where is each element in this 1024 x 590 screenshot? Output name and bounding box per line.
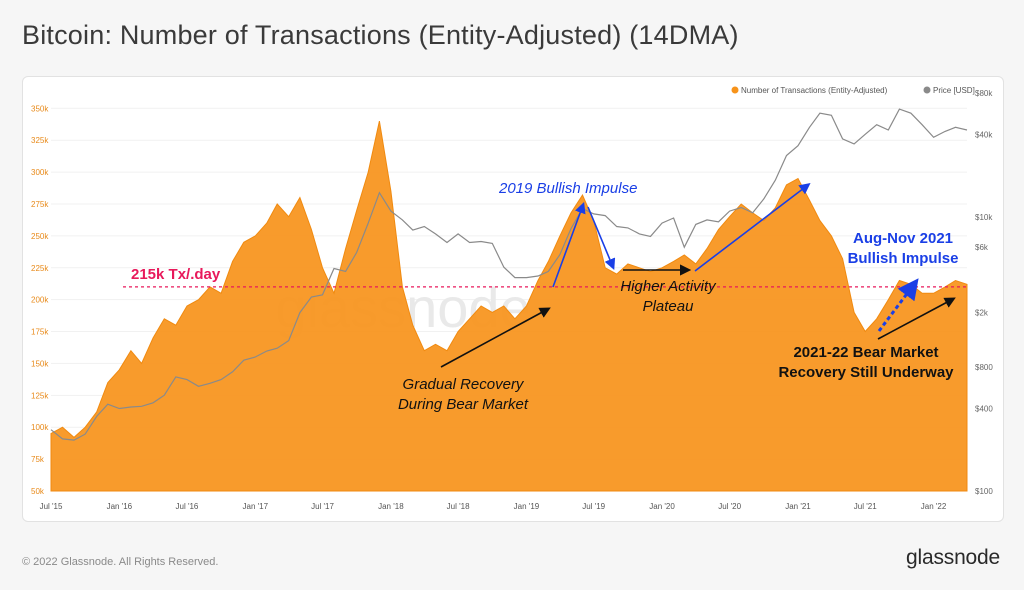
arrow-2021-impulse — [877, 278, 919, 332]
x-tick-label: Jan '16 — [107, 502, 133, 511]
y-right-tick-label: $2k — [975, 309, 989, 318]
legend-swatch-price — [923, 86, 931, 94]
y-left-tick-label: 125k — [31, 391, 49, 400]
y-left-tick-label: 75k — [31, 455, 45, 464]
x-tick-label: Jul '18 — [447, 502, 470, 511]
x-tick-label: Jan '19 — [514, 502, 540, 511]
axes-layer: 50k 75k 100k 125k 150k 175k 200k 225k 250k 275k 30… — [31, 89, 993, 511]
price-line — [50, 108, 968, 441]
y-right-tick-label: $100 — [975, 487, 993, 496]
annotation-plateau-line1: Higher Activity — [620, 278, 717, 295]
arrow-gradual-recovery — [440, 307, 551, 368]
y-left-tick-label: 50k — [31, 487, 45, 496]
x-tick-label: Jan '17 — [243, 502, 269, 511]
reference-line-layer: 215k Tx/.day — [123, 266, 967, 288]
y-left-tick-label: 200k — [31, 296, 49, 305]
y-right-tick-label: $6k — [975, 243, 989, 252]
arrow-bear-recovery — [877, 297, 956, 340]
annotations-layer: 2019 Bullish Impulse Higher Activity Plate… — [398, 180, 958, 413]
annotation-recovery-line1: Gradual Recovery — [403, 376, 525, 393]
x-tick-label: Jul '17 — [311, 502, 334, 511]
brand-logo[interactable]: glassnode — [906, 546, 1000, 569]
tx-count-chart: glassnode 215k Tx/.day 50k75k100k125k150… — [31, 86, 993, 511]
annotation-2019-impulse: 2019 Bullish Impulse — [498, 180, 637, 197]
annotation-bear-recovery-line2: Recovery Still Underway — [778, 364, 954, 381]
y-left-tick-label: 225k — [31, 264, 49, 273]
x-tick-label: Jul '21 — [854, 502, 877, 511]
y-left-tick-label: 325k — [31, 136, 49, 145]
y-right-tick-label: $10k — [975, 213, 993, 222]
y-left-tick-label: 250k — [31, 232, 49, 241]
annotation-plateau-line2: Plateau — [643, 298, 695, 315]
arrow-2020-impulse — [694, 183, 811, 272]
x-tick-label: Jul '15 — [40, 502, 63, 511]
y-right-tick-label: $80k — [975, 89, 993, 98]
legend-swatch-tx — [731, 86, 739, 94]
tx-area — [50, 120, 968, 492]
x-tick-label: Jan '21 — [785, 502, 811, 511]
y-left-tick-label: 300k — [31, 168, 49, 177]
legend: Number of Transactions (Entity-Adjusted)… — [731, 86, 975, 95]
arrow-2019-down — [587, 206, 616, 270]
annotation-2021-impulse-line2: Bullish Impulse — [848, 250, 959, 267]
y-left-tick-label: 150k — [31, 359, 49, 368]
y-right-tick-label: $40k — [975, 130, 993, 139]
x-tick-label: Jul '16 — [176, 502, 199, 511]
chart-panel: glassnode 215k Tx/.day 50k75k100k125k150… — [22, 76, 1004, 522]
legend-label-price[interactable]: Price [USD] — [933, 86, 975, 95]
arrow-2019-up — [552, 201, 586, 288]
x-tick-label: Jan '18 — [378, 502, 404, 511]
annotation-recovery-line2: During Bear Market — [398, 396, 529, 413]
tx-area-layer — [50, 120, 968, 492]
page-title: Bitcoin: Number of Transactions (Entity-… — [22, 20, 739, 50]
y-right-tick-label: $800 — [975, 363, 993, 372]
x-tick-label: Jul '20 — [718, 502, 741, 511]
copyright-text: © 2022 Glassnode. All Rights Reserved. — [22, 556, 219, 568]
legend-label-tx[interactable]: Number of Transactions (Entity-Adjusted) — [741, 86, 888, 95]
annotation-2021-impulse-line1: Aug-Nov 2021 — [853, 230, 953, 247]
y-right-tick-label: $400 — [975, 404, 993, 413]
y-left-tick-label: 175k — [31, 328, 49, 337]
y-left-tick-label: 100k — [31, 423, 49, 432]
x-tick-label: Jul '19 — [582, 502, 605, 511]
price-line-layer — [50, 108, 968, 441]
x-tick-label: Jan '22 — [921, 502, 947, 511]
reference-line-label: 215k Tx/.day — [131, 266, 221, 283]
x-tick-label: Jan '20 — [649, 502, 675, 511]
y-left-tick-label: 350k — [31, 104, 49, 113]
annotation-bear-recovery-line1: 2021-22 Bear Market — [793, 344, 938, 361]
y-left-tick-label: 275k — [31, 200, 49, 209]
